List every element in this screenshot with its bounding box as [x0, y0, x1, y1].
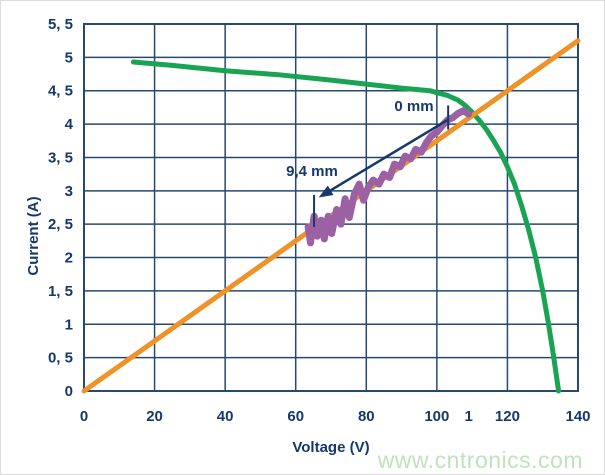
svg-text:2: 2 [65, 250, 73, 267]
series-measured-trace [304, 107, 473, 247]
svg-text:100: 100 [424, 408, 449, 425]
svg-text:0: 0 [80, 408, 88, 425]
svg-text:0: 0 [65, 383, 73, 400]
watermark: www.cntronics.com [377, 447, 583, 473]
svg-text:4: 4 [65, 116, 74, 133]
svg-text:20: 20 [146, 408, 163, 425]
svg-text:1, 5: 1, 5 [48, 283, 73, 300]
svg-text:80: 80 [358, 408, 375, 425]
svg-text:120: 120 [495, 408, 520, 425]
svg-text:5, 5: 5, 5 [48, 16, 73, 33]
y-axis-title: Current (A) [25, 196, 42, 276]
svg-text:5: 5 [65, 49, 73, 66]
svg-text:3, 5: 3, 5 [48, 149, 73, 166]
annotation-0mm: 0 mm [394, 98, 434, 115]
x-tick-labels: 0 20 40 60 80 100 1 120 140 [80, 408, 591, 425]
plot-frame [83, 23, 579, 392]
series-panel-iv-curve [130, 59, 562, 394]
annotation-9-4mm: 9,4 mm [286, 163, 338, 180]
measurement-ticks [313, 105, 450, 227]
svg-text:1: 1 [65, 316, 73, 333]
distance-arrow [318, 119, 449, 198]
svg-text:0, 5: 0, 5 [48, 350, 73, 367]
x-axis-title: Voltage (V) [292, 439, 370, 456]
svg-text:60: 60 [287, 408, 304, 425]
gridlines [84, 24, 578, 391]
y-tick-labels: 0 0, 5 1 1, 5 2 2, 5 3 3, 5 4 4, 5 5 5, 5 [48, 16, 74, 400]
svg-text:2, 5: 2, 5 [48, 216, 73, 233]
svg-text:40: 40 [217, 408, 234, 425]
svg-text:140: 140 [565, 408, 590, 425]
svg-text:3: 3 [65, 183, 73, 200]
svg-text:1: 1 [464, 408, 472, 425]
svg-text:4, 5: 4, 5 [48, 83, 73, 100]
